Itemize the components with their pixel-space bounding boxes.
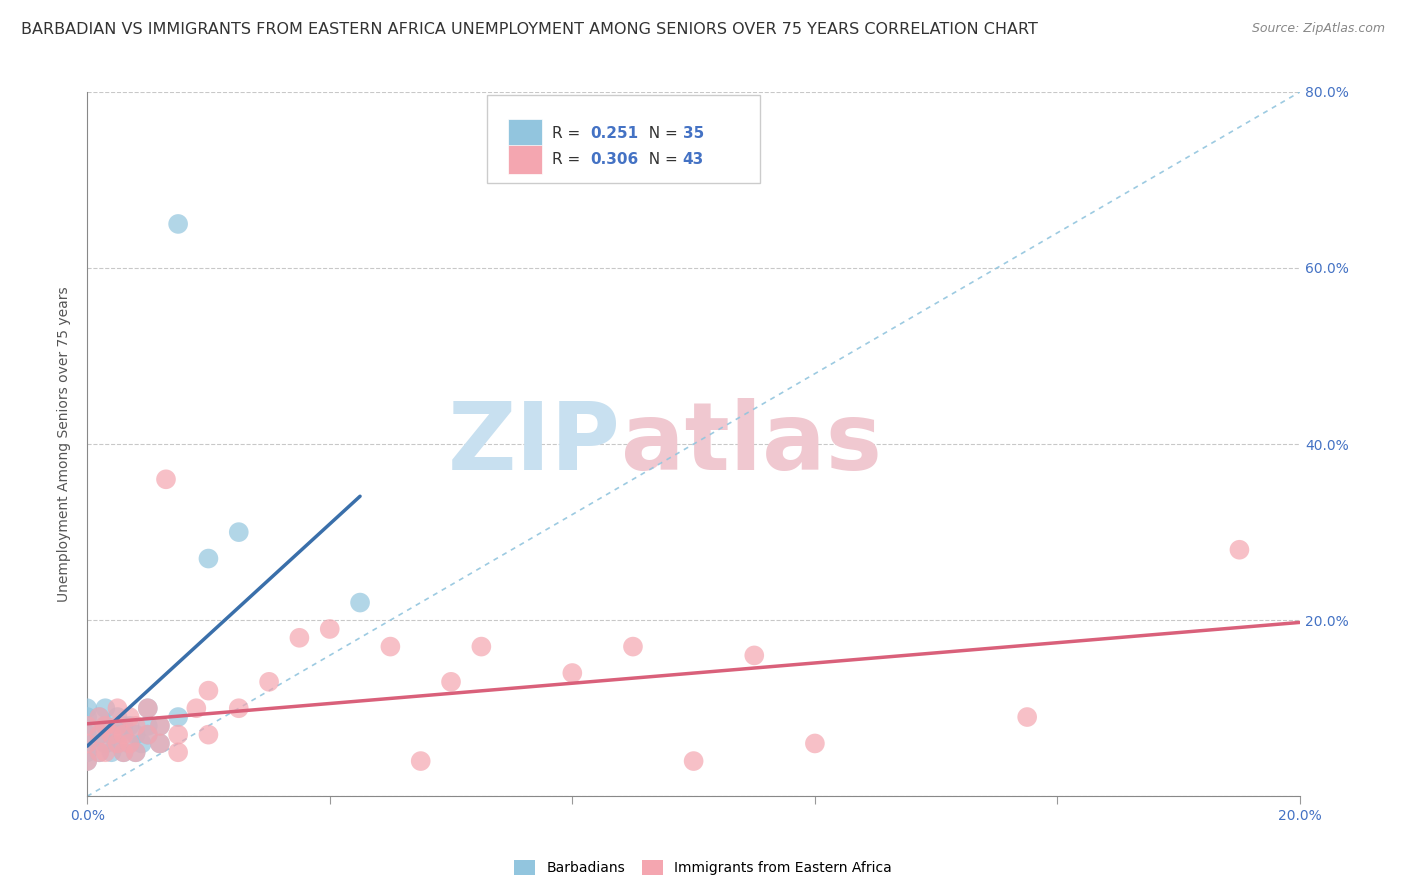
Point xyxy=(118,719,141,733)
Point xyxy=(440,674,463,689)
Point xyxy=(197,551,219,566)
Point xyxy=(124,745,146,759)
Point xyxy=(136,701,159,715)
Point xyxy=(155,472,177,486)
Point xyxy=(76,719,98,733)
FancyBboxPatch shape xyxy=(488,95,761,184)
Point xyxy=(76,719,98,733)
Point xyxy=(107,728,129,742)
Point xyxy=(257,674,280,689)
Text: R =: R = xyxy=(551,127,585,141)
Point xyxy=(107,736,129,750)
Point xyxy=(1229,542,1251,557)
Point xyxy=(136,719,159,733)
Point xyxy=(112,728,135,742)
Point xyxy=(197,683,219,698)
Text: N =: N = xyxy=(640,127,683,141)
Point xyxy=(100,728,122,742)
Point xyxy=(76,754,98,768)
Legend: Barbadians, Immigrants from Eastern Africa: Barbadians, Immigrants from Eastern Afri… xyxy=(509,855,897,880)
Point xyxy=(682,754,704,768)
Point xyxy=(621,640,644,654)
Point xyxy=(89,728,111,742)
Point xyxy=(186,701,208,715)
Point xyxy=(470,640,492,654)
Text: BARBADIAN VS IMMIGRANTS FROM EASTERN AFRICA UNEMPLOYMENT AMONG SENIORS OVER 75 Y: BARBADIAN VS IMMIGRANTS FROM EASTERN AFR… xyxy=(21,22,1038,37)
Point xyxy=(94,736,117,750)
Point xyxy=(94,701,117,715)
Point xyxy=(124,745,146,759)
Text: Source: ZipAtlas.com: Source: ZipAtlas.com xyxy=(1251,22,1385,36)
Point xyxy=(76,728,98,742)
Point xyxy=(89,745,111,759)
Text: atlas: atlas xyxy=(621,398,882,490)
Point xyxy=(149,719,172,733)
Y-axis label: Unemployment Among Seniors over 75 years: Unemployment Among Seniors over 75 years xyxy=(58,286,72,602)
Point xyxy=(131,736,153,750)
Point xyxy=(742,648,765,663)
Point xyxy=(76,754,98,768)
Point xyxy=(288,631,311,645)
Point xyxy=(118,736,141,750)
FancyBboxPatch shape xyxy=(508,145,541,175)
Text: R =: R = xyxy=(551,153,585,167)
Point xyxy=(136,728,159,742)
Point xyxy=(76,745,98,759)
Point xyxy=(136,728,159,742)
Point xyxy=(107,719,129,733)
Point xyxy=(76,710,98,724)
Point xyxy=(89,745,111,759)
Text: ZIP: ZIP xyxy=(449,398,621,490)
Point xyxy=(167,710,190,724)
Point xyxy=(76,736,98,750)
Point xyxy=(804,736,827,750)
Point xyxy=(319,622,342,636)
Point xyxy=(107,701,129,715)
FancyBboxPatch shape xyxy=(508,119,541,149)
Point xyxy=(76,701,98,715)
Point xyxy=(89,728,111,742)
Point xyxy=(167,745,190,759)
Point xyxy=(112,745,135,759)
Point xyxy=(197,728,219,742)
Point xyxy=(149,736,172,750)
Text: 0.306: 0.306 xyxy=(591,153,638,167)
Point xyxy=(118,736,141,750)
Point xyxy=(167,728,190,742)
Point xyxy=(107,710,129,724)
Point xyxy=(94,719,117,733)
Point xyxy=(136,701,159,715)
Point xyxy=(89,710,111,724)
Point xyxy=(89,710,111,724)
Point xyxy=(149,719,172,733)
Point xyxy=(380,640,402,654)
Point xyxy=(349,596,371,610)
Point xyxy=(561,665,583,680)
Point xyxy=(124,719,146,733)
Point xyxy=(100,728,122,742)
Point xyxy=(1017,710,1039,724)
Point xyxy=(112,719,135,733)
Point xyxy=(228,525,250,540)
Point xyxy=(409,754,432,768)
Point xyxy=(118,710,141,724)
Point xyxy=(112,745,135,759)
Point xyxy=(94,719,117,733)
Point xyxy=(228,701,250,715)
Point xyxy=(167,217,190,231)
Point xyxy=(76,736,98,750)
Text: N =: N = xyxy=(640,153,683,167)
Point xyxy=(124,728,146,742)
Text: 43: 43 xyxy=(683,153,704,167)
Point xyxy=(149,736,172,750)
Point xyxy=(100,745,122,759)
Point xyxy=(94,745,117,759)
Text: 35: 35 xyxy=(683,127,704,141)
Text: 0.251: 0.251 xyxy=(591,127,638,141)
Point xyxy=(107,736,129,750)
